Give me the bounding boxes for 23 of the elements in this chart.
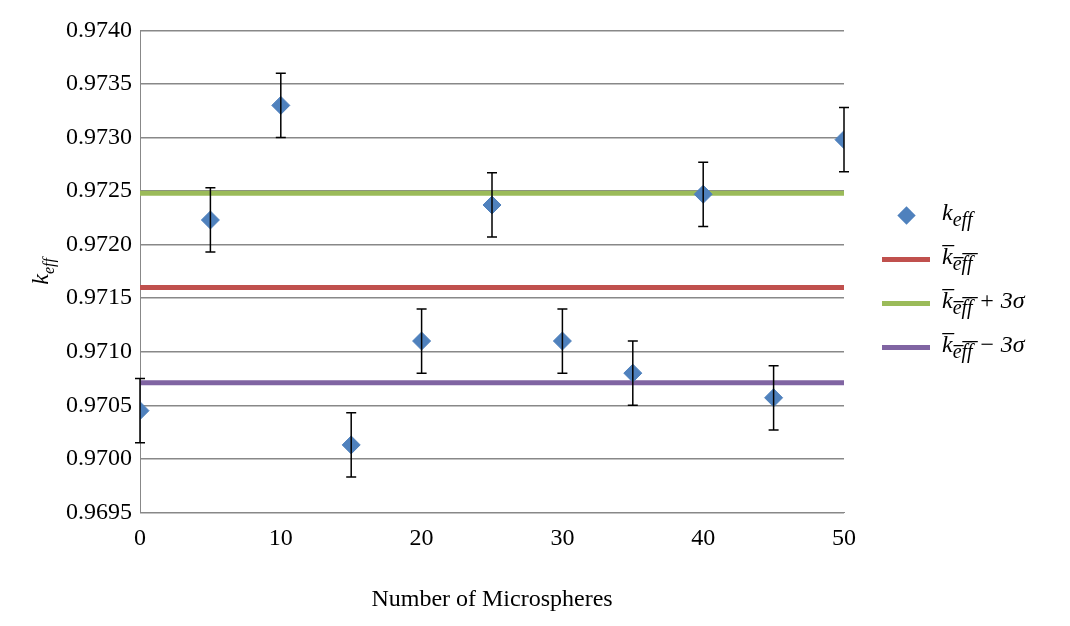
- y-tick-label: 0.9695: [66, 497, 132, 524]
- x-axis-title: Number of Microspheres: [371, 584, 613, 611]
- y-tick-label: 0.9700: [66, 444, 132, 471]
- y-axis-title: keff: [27, 255, 58, 285]
- point: [200, 210, 220, 230]
- x-tick-label: 0: [134, 524, 146, 551]
- y-tick-label: 0.9705: [66, 390, 132, 417]
- legend-label: k̅$_{e̅f̅f̅}$ + 3σ: [942, 287, 1025, 319]
- y-tick-label: 0.9735: [66, 69, 132, 96]
- legend-label: k$_{eff}$: [942, 199, 973, 231]
- point: [552, 331, 572, 351]
- x-tick-label: 20: [409, 524, 434, 551]
- y-tick-label: 0.9715: [66, 283, 132, 310]
- x-tick-label: 40: [691, 524, 716, 551]
- legend-label: k̅$_{e̅f̅f̅}$ − 3σ: [942, 331, 1025, 363]
- y-tick-label: 0.9725: [66, 176, 132, 203]
- y-tick-label: 0.9710: [66, 337, 132, 364]
- x-tick-label: 50: [832, 524, 856, 551]
- y-tick-label: 0.9740: [66, 15, 132, 42]
- y-tick-label: 0.9720: [66, 229, 132, 256]
- x-tick-label: 30: [550, 524, 575, 551]
- x-tick-label: 10: [268, 524, 293, 551]
- y-tick-label: 0.9730: [66, 122, 132, 149]
